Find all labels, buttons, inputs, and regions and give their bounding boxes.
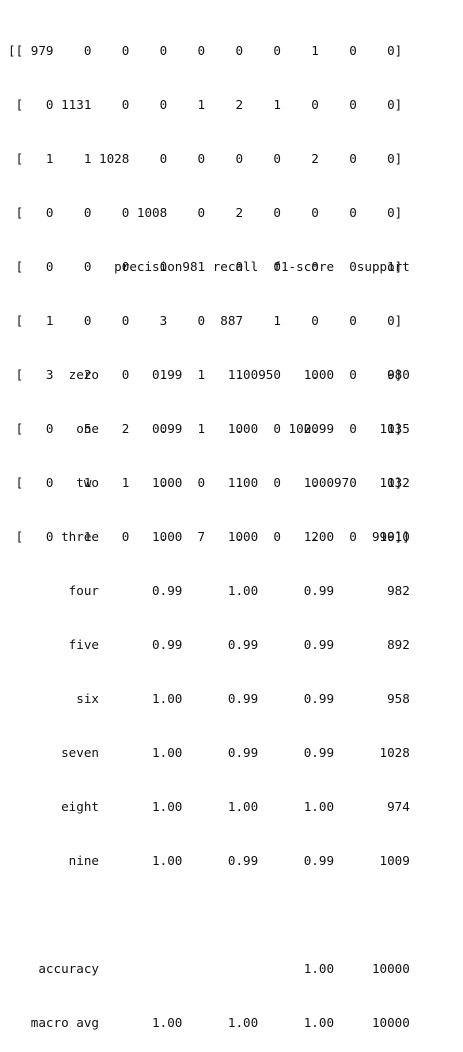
confusion-matrix-row: [ 0 1131 0 0 1 2 1 0 0 0] <box>8 97 403 112</box>
report-macro-avg-row: macro avg 1.00 1.00 1.00 10000 <box>8 1015 410 1030</box>
confusion-matrix-row: [ 3 2 0 1 1 1 950 0 0 0] <box>8 367 403 382</box>
confusion-matrix-row: [ 0 1 1 0 0 1 0 0 970 1] <box>8 475 403 490</box>
report-row-two: two 1.00 1.00 1.00 1032 <box>8 475 410 490</box>
confusion-matrix-row: [ 0 0 0 1008 0 2 0 0 0 0] <box>8 205 403 220</box>
classification-report: precision recall f1-score support zero 0… <box>8 222 410 1052</box>
report-row-zero: zero 0.99 1.00 1.00 980 <box>8 367 410 382</box>
report-row-seven: seven 1.00 0.99 0.99 1028 <box>8 745 410 760</box>
report-blank-line <box>8 906 410 924</box>
report-row-four: four 0.99 1.00 0.99 982 <box>8 583 410 598</box>
report-accuracy-row: accuracy 1.00 10000 <box>8 961 410 976</box>
report-row-five: five 0.99 0.99 0.99 892 <box>8 637 410 652</box>
report-row-one: one 0.99 1.00 0.99 1135 <box>8 421 410 436</box>
report-header: precision recall f1-score support <box>8 259 410 274</box>
confusion-matrix-row: [ 0 5 2 0 1 0 0 1020 0 0] <box>8 421 403 436</box>
console-output: [[ 979 0 0 0 0 0 0 1 0 0] [ 0 1131 0 0 1… <box>8 43 410 1030</box>
confusion-matrix-row: [ 1 1 1028 0 0 0 0 2 0 0] <box>8 151 403 166</box>
report-row-nine: nine 1.00 0.99 0.99 1009 <box>8 853 410 868</box>
report-blank-line <box>8 312 410 330</box>
confusion-matrix-row: [ 1 0 0 3 0 887 1 0 0 0] <box>8 313 403 328</box>
report-row-six: six 1.00 0.99 0.99 958 <box>8 691 410 706</box>
confusion-matrix-row: [ 0 0 0 0 981 0 0 0 0 1] <box>8 259 403 274</box>
report-row-eight: eight 1.00 1.00 1.00 974 <box>8 799 410 814</box>
report-row-three: three 1.00 1.00 1.00 1010 <box>8 529 410 544</box>
confusion-matrix-row: [[ 979 0 0 0 0 0 0 1 0 0] <box>8 43 403 58</box>
